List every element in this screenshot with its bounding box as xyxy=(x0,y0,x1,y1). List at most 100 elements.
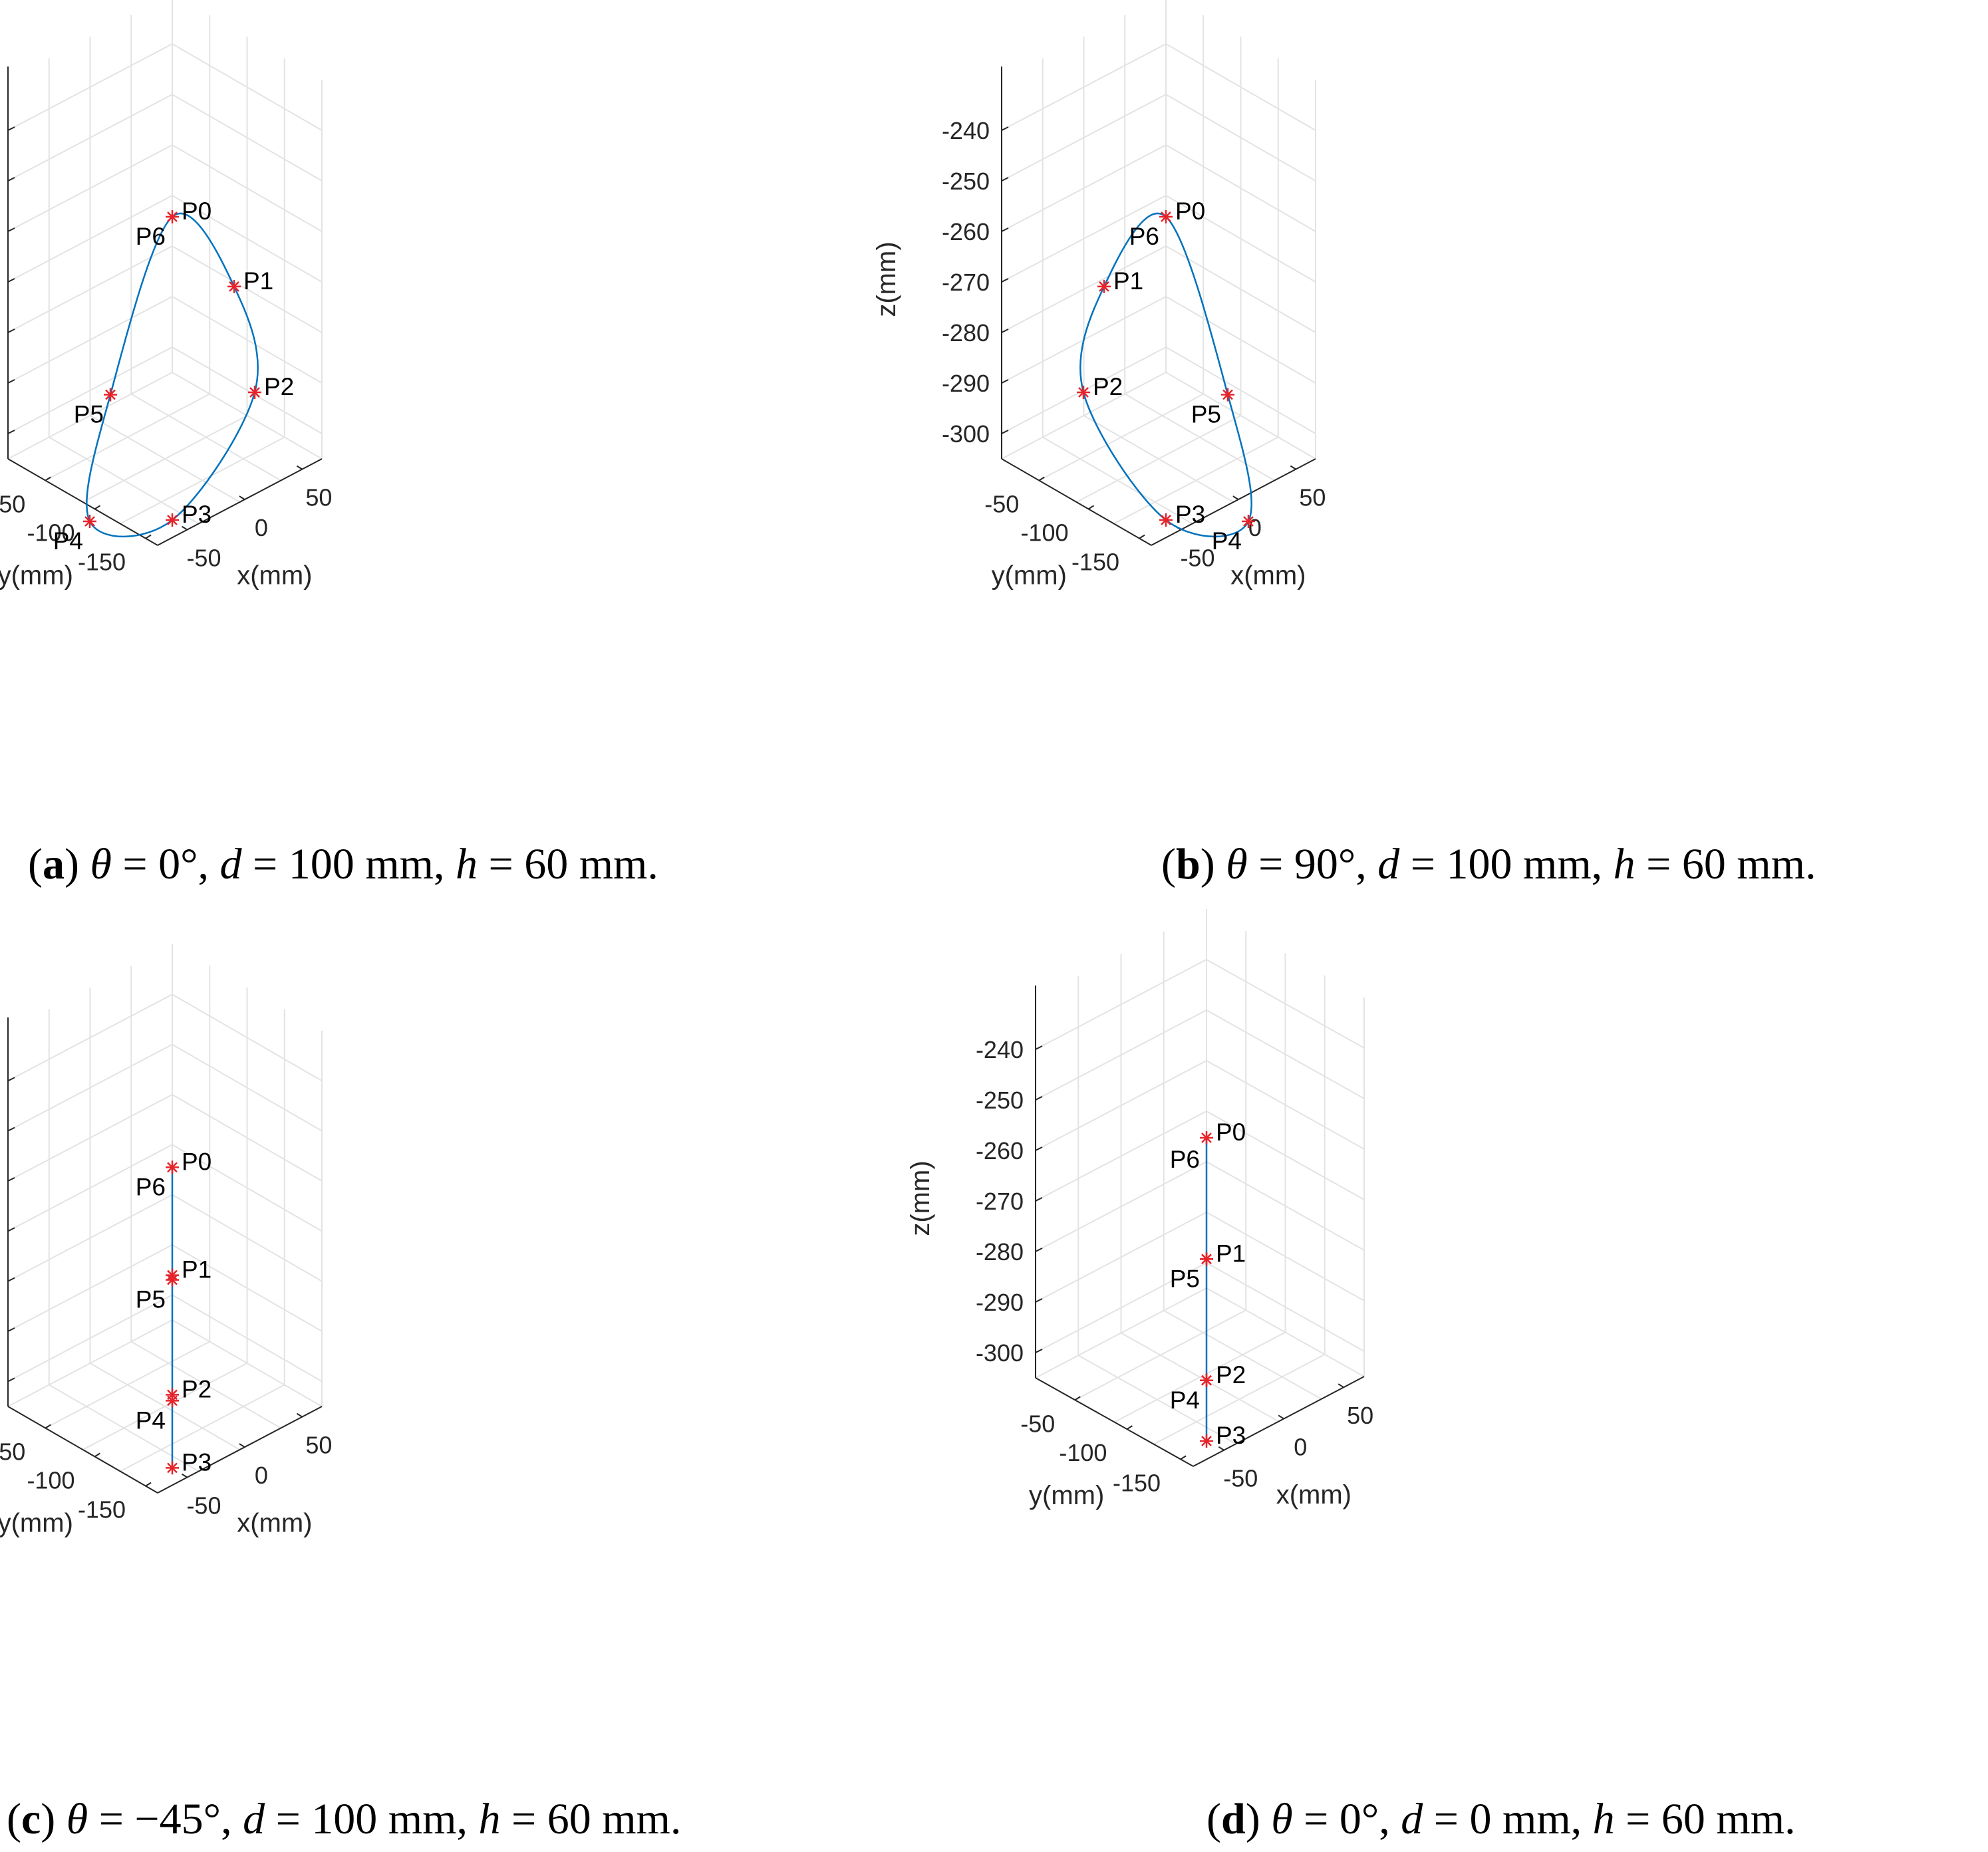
point-label: P6 xyxy=(136,223,166,250)
point-marker xyxy=(1200,1252,1213,1266)
point-marker xyxy=(1159,210,1173,223)
point-label: P1 xyxy=(243,267,273,295)
axes: -240-250-260-270-280-290-300-50-100-150-… xyxy=(0,1017,332,1538)
chart-d-svg: -240-250-260-270-280-290-300-50-100-150-… xyxy=(906,909,1373,1510)
x-tick xyxy=(1278,1414,1284,1420)
z-gridline xyxy=(7,1194,323,1282)
z-tick-label: -300 xyxy=(976,1339,1024,1367)
x-tick-label: 50 xyxy=(1347,1402,1373,1429)
point-label: P4 xyxy=(136,1406,166,1434)
floor-gridline xyxy=(1163,1309,1322,1400)
x-axis-line xyxy=(1193,1376,1365,1467)
z-gridline xyxy=(1001,295,1316,384)
point-label: P5 xyxy=(136,1286,166,1313)
z-tick xyxy=(7,1126,15,1132)
y-tick xyxy=(94,505,101,510)
y-tick-label: -50 xyxy=(984,491,1019,518)
y-tick-label: -150 xyxy=(1113,1469,1161,1496)
caption-d-d: 0 xyxy=(1469,1795,1492,1843)
y-tick xyxy=(1087,505,1095,510)
point-marker xyxy=(248,386,261,399)
point-marker xyxy=(1077,386,1090,399)
z-tick xyxy=(1001,329,1009,333)
y-tick-label: -100 xyxy=(27,1466,74,1494)
floor-gridline xyxy=(1124,393,1275,481)
chart-c-svg: -240-250-260-270-280-290-300-50-100-150-… xyxy=(0,944,332,1538)
x-tick xyxy=(181,1473,188,1478)
x-tick-label: 50 xyxy=(1299,484,1326,511)
caption-d-letter: d xyxy=(1220,1795,1246,1843)
z-tick-label: -280 xyxy=(942,319,990,346)
x-tick-label: -50 xyxy=(186,545,221,572)
z-tick xyxy=(1001,177,1009,182)
y-tick xyxy=(1038,476,1045,481)
point-label: P3 xyxy=(182,1448,212,1476)
grid-lines xyxy=(7,0,323,546)
y-tick xyxy=(94,1452,101,1458)
point-label: P2 xyxy=(1216,1361,1246,1389)
caption-b-d: 100 xyxy=(1446,840,1512,888)
z-gridline xyxy=(7,245,323,333)
z-gridline xyxy=(1001,194,1316,283)
z-tick xyxy=(1001,379,1009,384)
point-marker xyxy=(166,1461,179,1475)
caption-a-h: 60 xyxy=(524,840,569,888)
point-label: P3 xyxy=(1175,501,1205,528)
z-gridline xyxy=(7,993,323,1082)
x-tick-label: 0 xyxy=(1294,1433,1307,1460)
z-tick xyxy=(7,1277,15,1282)
point-label: P0 xyxy=(182,1148,212,1175)
x-tick xyxy=(1218,1446,1224,1451)
y-axis-line xyxy=(1001,458,1152,546)
z-tick-label: -270 xyxy=(976,1188,1024,1215)
z-tick xyxy=(1035,1349,1043,1353)
point-label: P6 xyxy=(1170,1146,1200,1173)
z-tick xyxy=(7,227,15,232)
axes: -240-250-260-270-280-290-300-50-100-150-… xyxy=(872,66,1326,591)
z-tick xyxy=(1035,1298,1043,1303)
y-tick-label: -150 xyxy=(1071,549,1119,576)
caption-b-h: 60 xyxy=(1681,840,1726,888)
point-marker xyxy=(1200,1434,1213,1448)
floor-gridline xyxy=(130,1341,281,1429)
caption-c-theta: −45 xyxy=(134,1795,204,1843)
floor-gridline xyxy=(1038,393,1204,481)
caption-c-h: 60 xyxy=(547,1795,591,1843)
point-marker xyxy=(166,210,179,223)
z-gridline xyxy=(1035,1009,1365,1101)
y-tick-label: -50 xyxy=(1020,1410,1055,1437)
chart-panel-b: -240 -250 -260 -270 -280 -290 -300 -50 -100 -150-… xyxy=(872,0,1988,888)
chart-panel-c: -240-250-260-270-280-290-300-50-100-150-… xyxy=(0,931,994,1852)
point-label: P4 xyxy=(53,527,83,555)
caption-a-letter: a xyxy=(42,840,65,888)
z-tick xyxy=(7,1177,15,1182)
z-tick xyxy=(7,430,15,434)
point-label: P3 xyxy=(1216,1422,1246,1449)
z-axis-label: z(mm) xyxy=(872,241,901,317)
point-marker xyxy=(1159,513,1173,527)
x-axis-label: x(mm) xyxy=(1230,561,1306,591)
point-label: P2 xyxy=(182,1375,212,1402)
floor-gridline xyxy=(45,393,210,481)
point-marker xyxy=(83,515,96,528)
x-tick-label: -50 xyxy=(1223,1465,1258,1492)
floor-gridline xyxy=(130,393,281,481)
point-label: P1 xyxy=(182,1256,212,1283)
x-tick xyxy=(296,465,303,470)
x-axis-line xyxy=(157,458,323,546)
caption-c-d: 100 xyxy=(311,1795,378,1843)
x-axis-label: x(mm) xyxy=(237,1509,312,1538)
z-gridline xyxy=(1001,245,1316,333)
point-label: P5 xyxy=(74,401,104,428)
z-tick xyxy=(1001,227,1009,232)
z-gridline xyxy=(7,144,323,232)
x-tick-label: -50 xyxy=(1180,545,1214,572)
x-axis-line xyxy=(1151,458,1316,546)
y-tick xyxy=(145,534,152,539)
y-tick xyxy=(1126,1425,1133,1430)
z-gridline xyxy=(7,346,323,434)
caption-c: (c) θ = −45°, d = 100 mm, h = 60 mm. xyxy=(7,1795,682,1843)
z-gridline xyxy=(1035,1059,1365,1151)
point-label: P4 xyxy=(1212,527,1242,555)
y-axis-label: y(mm) xyxy=(0,1509,73,1538)
